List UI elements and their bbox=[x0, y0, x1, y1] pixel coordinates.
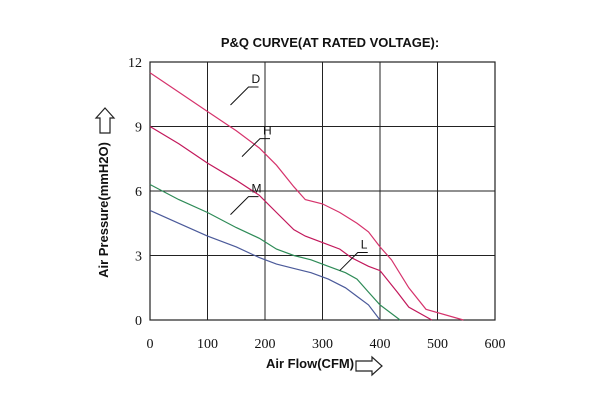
x-axis-arrow-icon bbox=[355, 355, 383, 377]
series-leader-m bbox=[230, 196, 259, 216]
x-tick-label: 600 bbox=[485, 337, 506, 352]
series-label-m: M bbox=[252, 182, 262, 196]
y-tick-label: 3 bbox=[135, 250, 142, 265]
x-tick-label: 300 bbox=[312, 337, 333, 352]
series-label-l: L bbox=[361, 238, 368, 252]
series-leader-h bbox=[241, 138, 270, 157]
y-tick-label: 12 bbox=[128, 56, 142, 71]
series-label-h: H bbox=[263, 124, 272, 138]
y-tick-label: 6 bbox=[135, 185, 142, 200]
x-tick-label: 200 bbox=[255, 337, 276, 352]
x-tick-labels: 0 100 200 300 400 500 600 bbox=[147, 337, 506, 352]
series-lines bbox=[149, 72, 464, 321]
series-leader-d bbox=[230, 86, 259, 106]
series-line-h bbox=[149, 125, 433, 321]
series-leader-l bbox=[339, 252, 368, 271]
plot-frame bbox=[149, 61, 496, 321]
grid bbox=[149, 61, 496, 321]
series-labels: D H M L bbox=[230, 72, 368, 271]
series-line-d bbox=[149, 72, 464, 321]
x-tick-label: 0 bbox=[147, 337, 154, 352]
x-tick-label: 100 bbox=[197, 337, 218, 352]
y-tick-labels: 0 3 6 9 12 bbox=[128, 56, 142, 329]
series-line-l bbox=[149, 209, 381, 321]
chart-title: P&Q CURVE(AT RATED VOLTAGE): bbox=[221, 35, 439, 50]
x-axis-label: Air Flow(CFM) bbox=[266, 356, 354, 371]
y-axis-arrow-icon bbox=[94, 107, 116, 134]
x-tick-label: 500 bbox=[427, 337, 448, 352]
series-line-m bbox=[149, 183, 401, 321]
series-label-d: D bbox=[252, 72, 261, 86]
y-axis-label: Air Pressure(mmH2O) bbox=[96, 142, 111, 278]
y-tick-label: 0 bbox=[135, 314, 142, 329]
x-tick-label: 400 bbox=[370, 337, 391, 352]
y-tick-label: 9 bbox=[135, 121, 142, 136]
